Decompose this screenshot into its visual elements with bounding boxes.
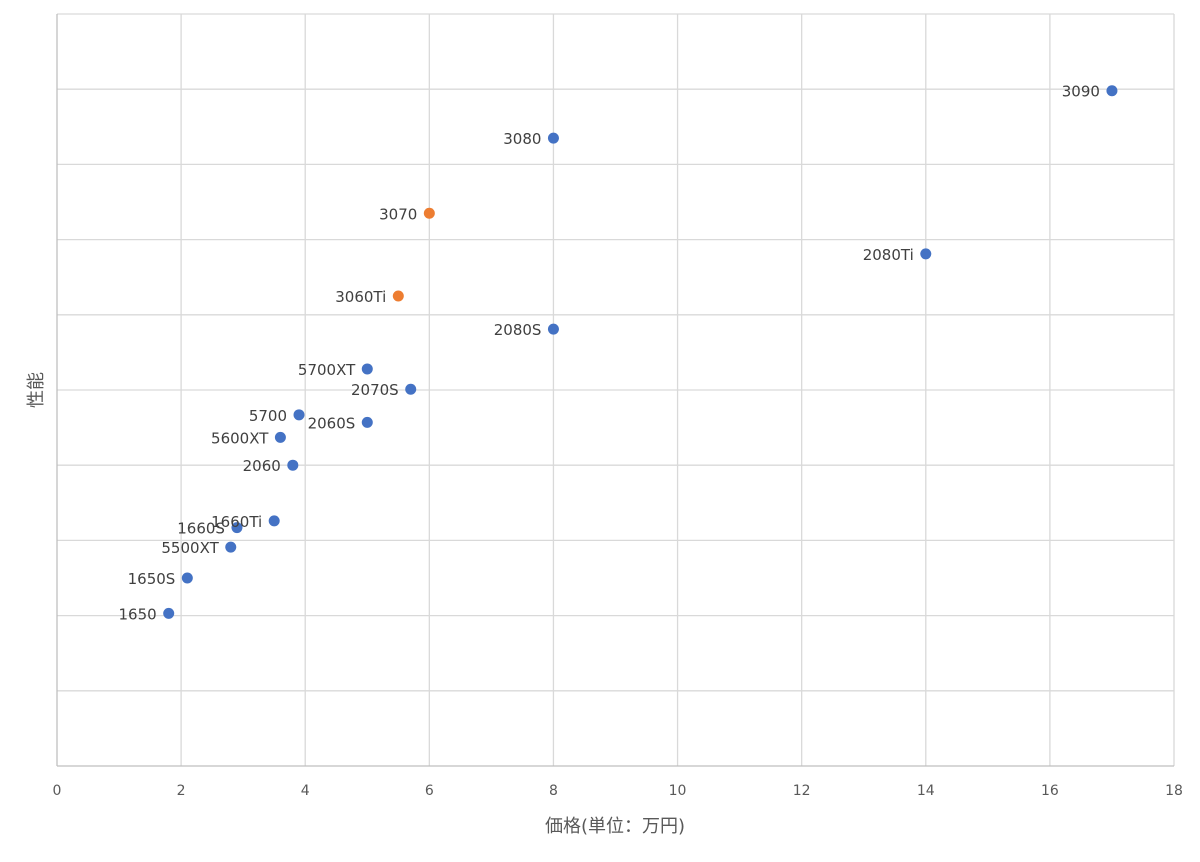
data-label: 3070 (379, 205, 417, 223)
x-tick-label: 12 (793, 783, 811, 799)
data-label: 1660S (177, 520, 225, 538)
data-point (287, 459, 299, 471)
x-tick-label: 14 (917, 783, 935, 799)
x-tick-labels: 0 2 4 6 8 10 12 14 16 18 (53, 783, 1183, 799)
axes (56, 14, 1174, 767)
data-point (293, 409, 305, 421)
x-tick-label: 18 (1165, 783, 1183, 799)
data-point (392, 290, 404, 302)
x-tick-label: 8 (549, 783, 558, 799)
data-point (920, 248, 932, 260)
data-point (405, 383, 417, 395)
gridlines (57, 13, 1175, 766)
data-label: 2080Ti (863, 246, 914, 264)
data-label: 5500XT (161, 539, 219, 557)
data-point (361, 363, 373, 375)
data-label: 3090 (1062, 83, 1100, 101)
data-point (423, 207, 435, 219)
data-point (268, 515, 280, 527)
data-label: 1650S (128, 570, 176, 588)
data-point (163, 607, 175, 619)
x-tick-label: 16 (1041, 783, 1059, 799)
x-tick-label: 4 (301, 783, 310, 799)
data-points (163, 85, 1118, 619)
data-point (547, 132, 559, 144)
data-label: 2060 (243, 457, 281, 475)
data-point (181, 572, 193, 584)
data-label: 5600XT (211, 429, 269, 447)
y-axis-title: 性能 (26, 372, 47, 408)
data-point (274, 431, 286, 443)
data-point (361, 416, 373, 428)
data-label: 5700 (249, 407, 287, 425)
x-tick-label: 10 (669, 783, 687, 799)
data-point (547, 323, 559, 335)
data-label: 5700XT (298, 361, 356, 379)
data-label: 3060Ti (335, 288, 386, 306)
x-tick-label: 2 (177, 783, 186, 799)
data-label: 1660Ti (211, 513, 262, 531)
data-label: 3080 (503, 130, 541, 148)
data-point (225, 541, 237, 553)
x-tick-label: 6 (425, 783, 434, 799)
data-label: 2070S (351, 381, 399, 399)
data-label: 1650 (119, 605, 157, 623)
data-labels: 3090 3080 3070 2080Ti 3060Ti 2080S 5700XT 2070S… (119, 83, 1100, 624)
data-label: 2080S (494, 321, 542, 339)
x-tick-label: 0 (53, 783, 62, 799)
data-label: 2060S (308, 414, 356, 432)
x-axis-title: 価格(単位：万円) (545, 816, 685, 837)
data-point (1106, 85, 1118, 97)
data-point (231, 522, 243, 534)
